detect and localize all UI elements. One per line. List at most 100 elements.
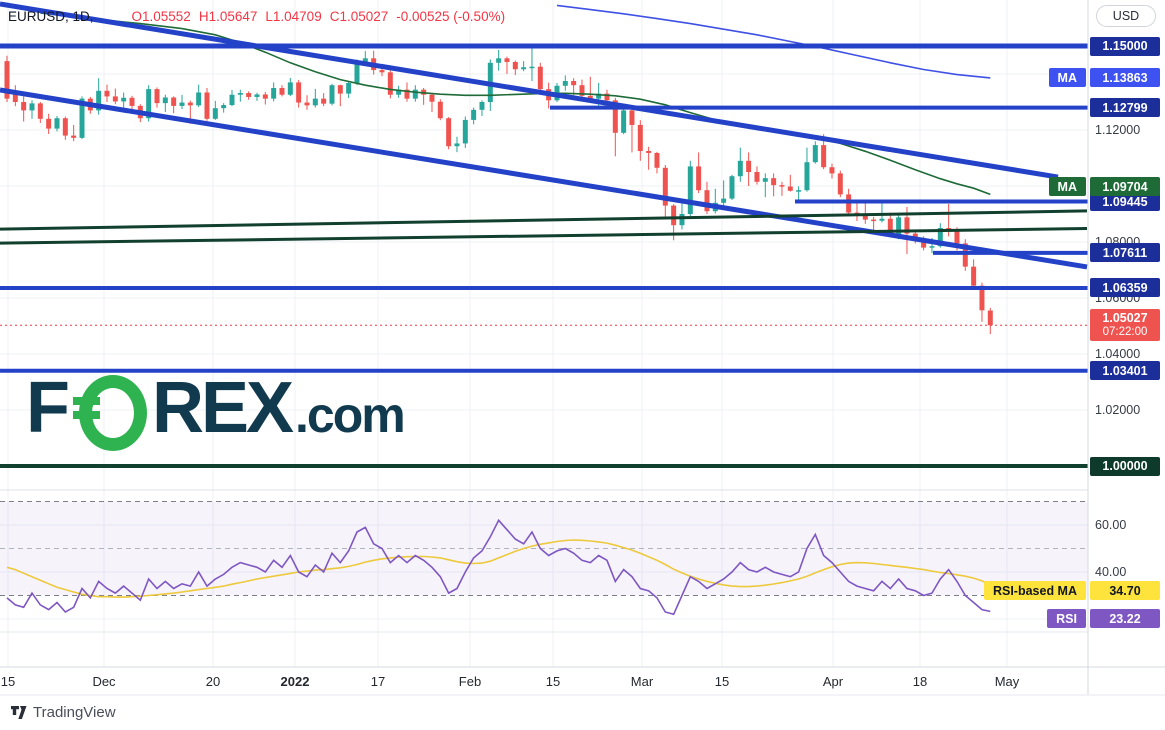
candle-body	[821, 145, 827, 168]
candle-body	[687, 166, 693, 214]
candle-body	[454, 143, 460, 147]
candle-body	[362, 58, 368, 62]
time-label[interactable]: Apr	[823, 674, 844, 689]
candle-body	[787, 186, 793, 191]
rsi-tick: 60.00	[1095, 518, 1127, 532]
candle-body	[646, 151, 652, 153]
candle-body	[962, 243, 968, 267]
candle-body	[204, 92, 210, 119]
open-value: O1.05552	[131, 9, 191, 24]
rsi-label: RSI	[1047, 609, 1086, 629]
candle-body	[637, 124, 643, 151]
time-label[interactable]: May	[995, 674, 1020, 689]
candle-body	[221, 105, 227, 109]
low-value: L1.04709	[265, 9, 322, 24]
candle-body	[512, 61, 518, 70]
level-price-label: 1.07611	[1090, 243, 1160, 263]
price-scale[interactable]: USD 1.12000 1.08000 1.06000 1.04000 1.02000 6…	[1088, 0, 1165, 695]
level-price-label: 1.15000	[1090, 36, 1160, 56]
candle-body	[462, 119, 468, 144]
candle-body	[921, 239, 927, 248]
candle-body	[954, 231, 960, 244]
candle-body	[121, 97, 127, 102]
time-label[interactable]: 17	[371, 674, 385, 689]
candle-body	[754, 172, 760, 182]
price-tick: 1.02000	[1095, 403, 1141, 417]
ma-green-line	[40, 12, 991, 196]
candle-body	[937, 228, 943, 247]
candle-body	[354, 61, 360, 83]
rsi-value-label: 23.22	[1090, 609, 1160, 629]
candle-body	[721, 198, 727, 203]
candle-body	[162, 97, 168, 104]
level-price-label: 1.12799	[1090, 98, 1160, 118]
candle-body	[762, 178, 768, 182]
candle-body	[21, 102, 27, 111]
candle-body	[829, 167, 835, 174]
candle-body	[771, 178, 777, 186]
time-label[interactable]: 15	[715, 674, 729, 689]
candle-body	[104, 90, 110, 97]
time-label[interactable]: Mar	[631, 674, 654, 689]
candle-body	[562, 81, 568, 86]
candle-body	[529, 66, 535, 69]
time-label[interactable]: 20	[206, 674, 220, 689]
ma-blue-label: MA	[1048, 68, 1086, 88]
symbol-title: EURUSD, 1D,	[8, 9, 94, 24]
candle-body	[796, 190, 802, 192]
ma-green-label: MA	[1048, 177, 1086, 196]
time-label[interactable]: 15	[1, 674, 15, 689]
candle-body	[96, 90, 102, 111]
time-label[interactable]: 18	[913, 674, 927, 689]
candle-body	[4, 61, 10, 99]
candle-body	[346, 82, 352, 94]
candle-body	[129, 97, 135, 106]
candle-body	[429, 94, 435, 102]
candle-body	[287, 82, 293, 95]
candle-body	[212, 108, 218, 119]
candle-body	[329, 85, 335, 104]
level-price-label: 1.03401	[1090, 361, 1160, 381]
candle-body	[279, 88, 285, 95]
candle-body	[662, 167, 668, 206]
tradingview-attribution[interactable]: TradingView	[10, 704, 116, 721]
candle-body	[154, 89, 160, 104]
currency-toggle-button[interactable]: USD	[1096, 5, 1156, 27]
candle-body	[979, 285, 985, 311]
candle-body	[737, 160, 743, 177]
symbol-legend: EURUSD, 1D, O1.05552 H1.05647 L1.04709 C1.05…	[8, 9, 513, 24]
candle-body	[896, 217, 902, 235]
time-label[interactable]: 15	[546, 674, 560, 689]
candle-body	[171, 97, 177, 106]
candle-body	[46, 118, 52, 129]
candle-body	[271, 88, 277, 99]
candle-body	[379, 70, 385, 73]
candle-body	[246, 93, 252, 97]
candle-body	[746, 160, 752, 172]
candle-body	[304, 102, 310, 106]
candle-body	[79, 98, 85, 138]
candle-body	[987, 310, 993, 326]
rsi-ma-line	[6, 539, 991, 598]
candle-body	[654, 152, 660, 168]
time-label[interactable]: Feb	[459, 674, 481, 689]
candle-body	[262, 94, 268, 99]
candle-body	[196, 92, 202, 106]
time-label[interactable]: 2022	[281, 674, 310, 689]
candle-body	[71, 135, 77, 138]
candle-body	[887, 218, 893, 235]
candle-body	[146, 89, 152, 119]
candle-body	[696, 166, 702, 191]
candle-body	[12, 90, 18, 102]
rising-support-lower	[0, 227, 1088, 245]
candle-body	[862, 215, 868, 220]
candle-body	[812, 145, 818, 163]
candle-body	[579, 85, 585, 96]
candle-body	[412, 89, 418, 99]
time-label[interactable]: Dec	[92, 674, 116, 689]
level-price-label: 1.06359	[1090, 278, 1160, 298]
candle-body	[254, 94, 260, 97]
candle-body	[112, 96, 118, 102]
